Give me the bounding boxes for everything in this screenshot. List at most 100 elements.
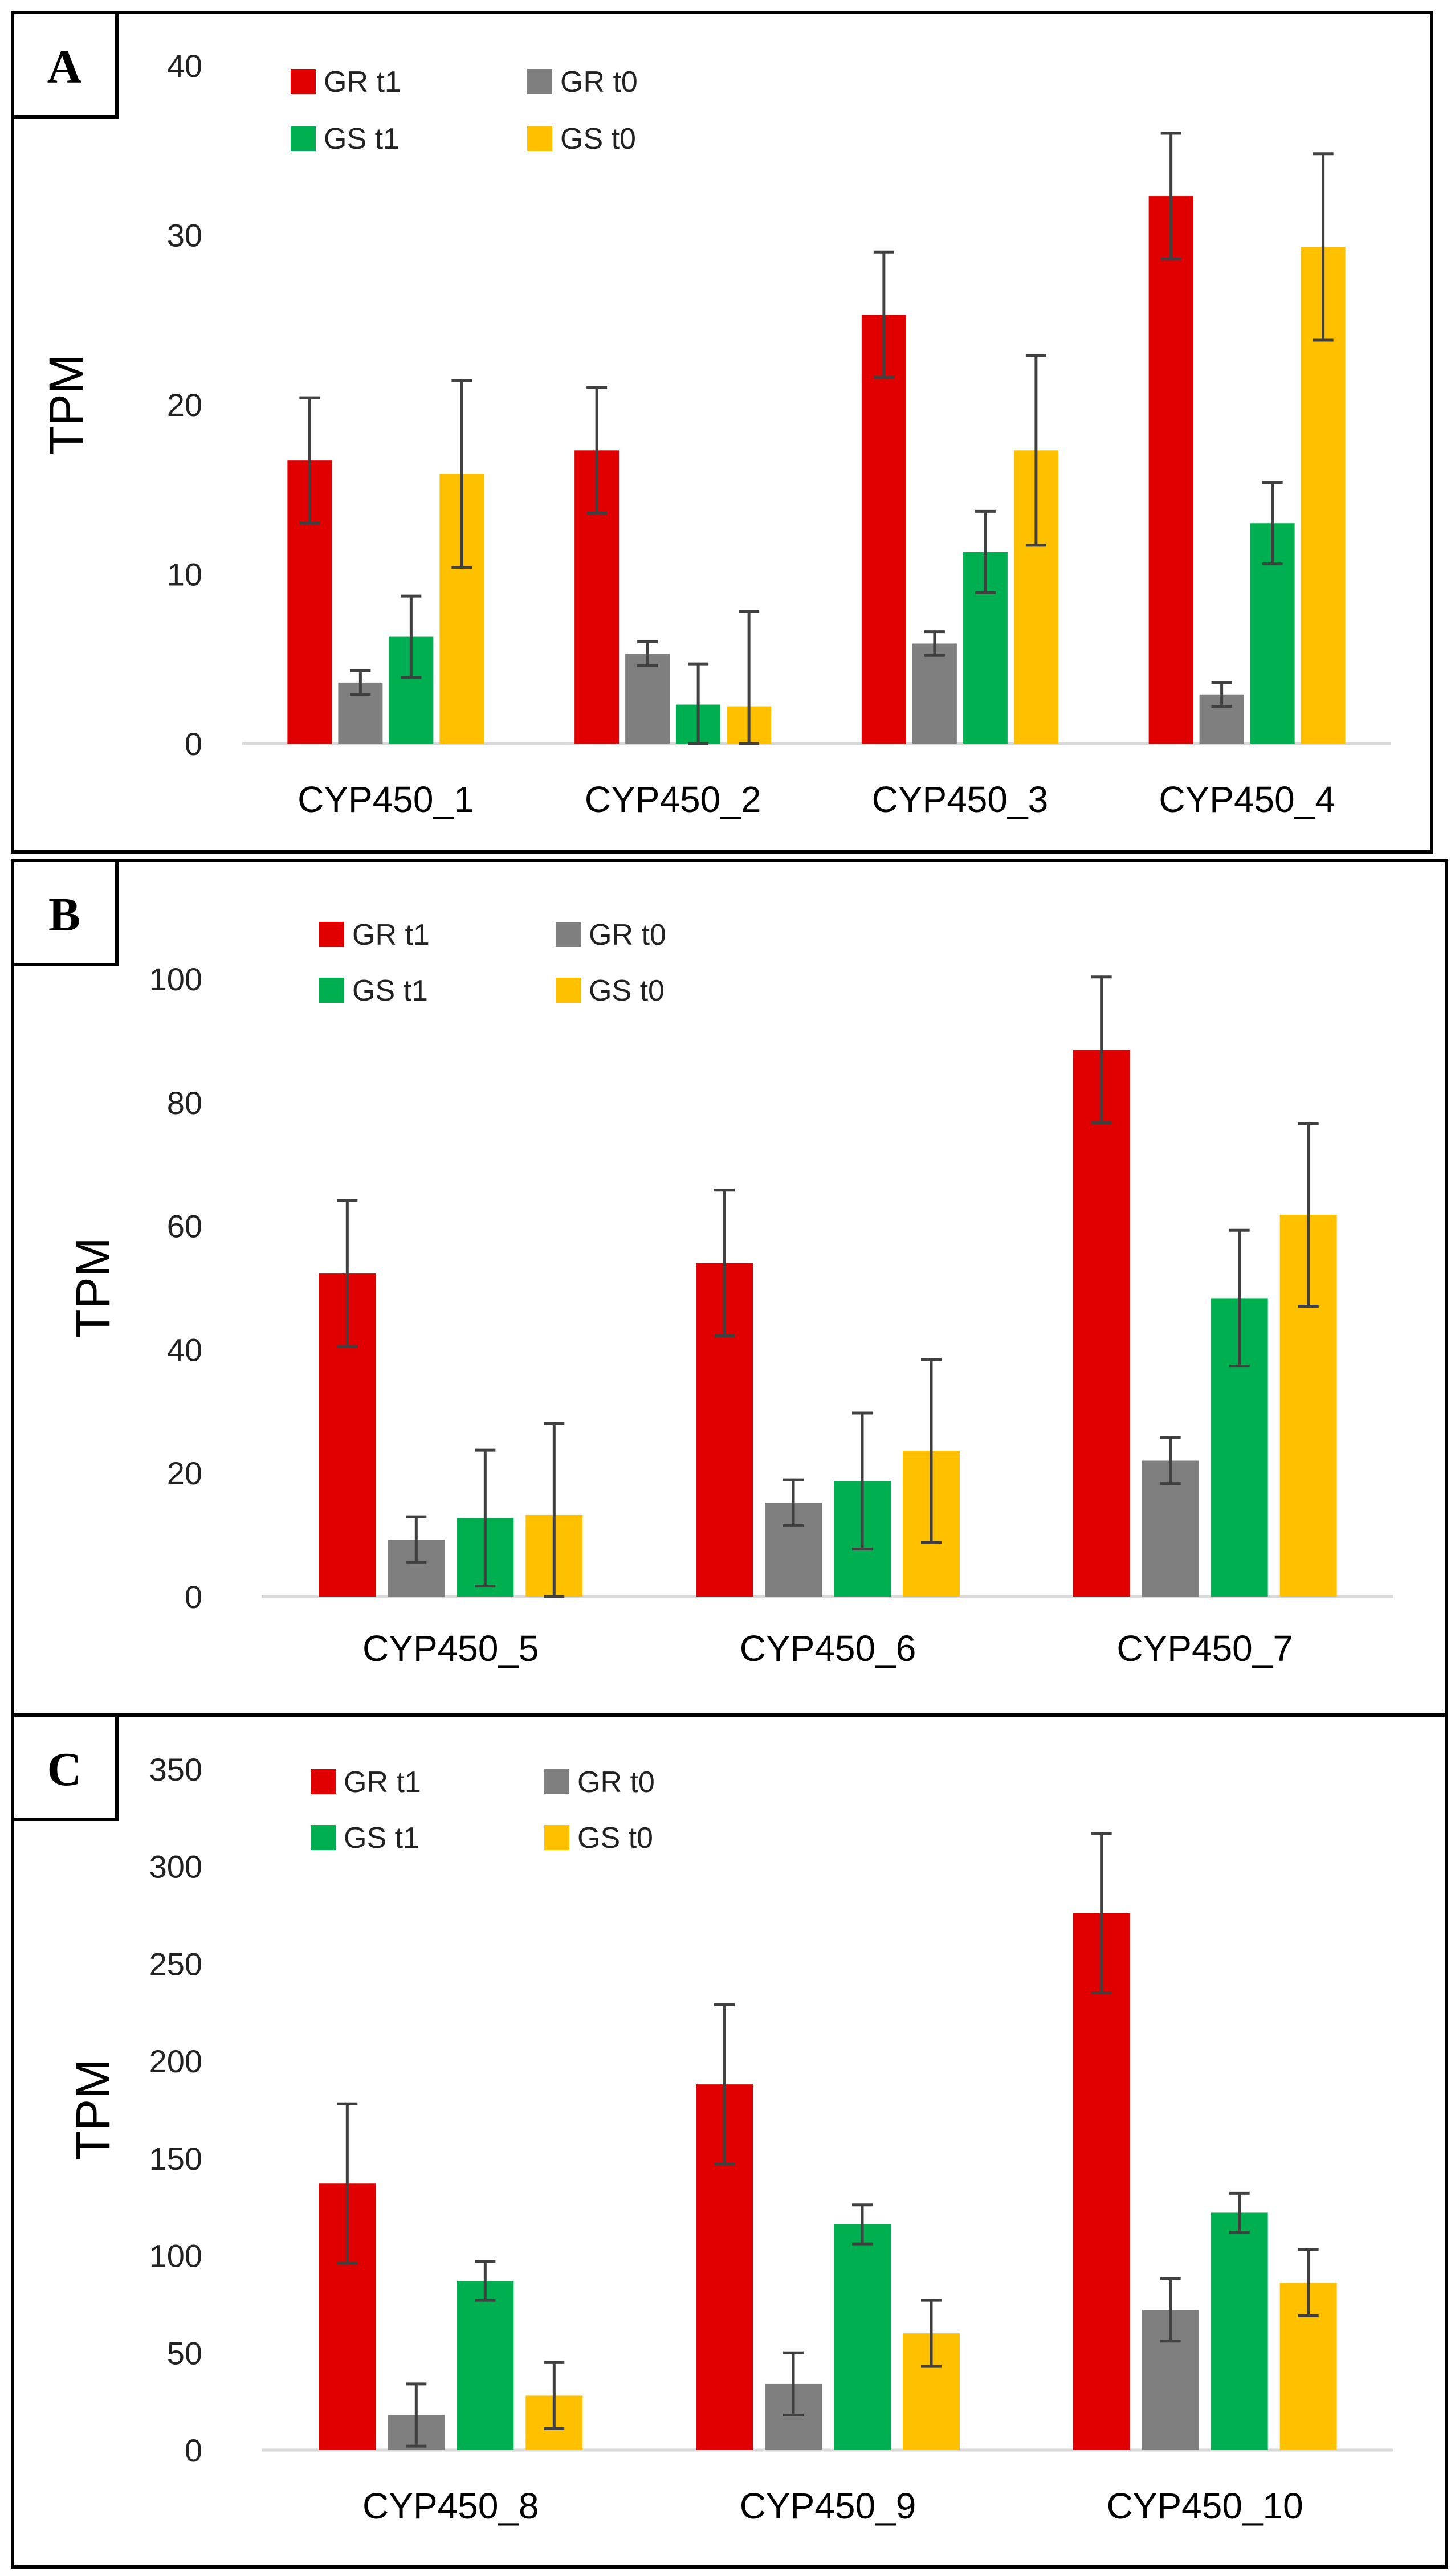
error-bar xyxy=(475,1448,496,1588)
error-bar xyxy=(739,610,760,745)
error-bar xyxy=(873,250,894,379)
error-bar xyxy=(299,396,320,525)
error-bar xyxy=(350,669,371,696)
error-bar xyxy=(852,1411,873,1551)
legend-label: GS t0 xyxy=(577,1822,653,1855)
legend-entry: GS t0 xyxy=(556,974,665,1007)
legend-label: GR t0 xyxy=(560,66,638,99)
legend-swatch xyxy=(527,126,552,151)
panel-label-box xyxy=(11,1713,119,1821)
y-tick-label: 20 xyxy=(167,1455,202,1491)
x-category-label: CYP450_10 xyxy=(1107,2485,1303,2526)
error-bar xyxy=(637,640,658,667)
bar-gs-t1-cyp450_10 xyxy=(1211,2212,1268,2450)
y-tick-label: 40 xyxy=(167,1332,202,1367)
error-bar xyxy=(544,2361,565,2430)
x-category-label: CYP450_2 xyxy=(585,779,761,820)
x-category-label: CYP450_9 xyxy=(740,2485,916,2526)
legend-label: GR t0 xyxy=(577,1766,655,1799)
legend-label: GS t0 xyxy=(589,974,665,1007)
legend-swatch xyxy=(544,1825,569,1850)
legend-entry: GS t0 xyxy=(527,123,636,156)
error-bar xyxy=(337,1199,358,1348)
legend-label: GR t0 xyxy=(589,918,666,952)
y-tick-label: 0 xyxy=(185,1579,202,1615)
error-bar xyxy=(451,379,472,569)
panel-C: C 0 50 100 150 200 250 300 350 TPM CYP450_8 CYP450_… xyxy=(11,1713,1448,2569)
error-bar xyxy=(783,2351,804,2417)
x-category-label: CYP450_3 xyxy=(872,779,1049,820)
y-tick-label: 0 xyxy=(185,2432,202,2468)
error-bar xyxy=(544,1422,565,1598)
panel-A: A 0 10 20 30 40 TPM CYP450_1 CYP450_2 CYP450_3 CYP… xyxy=(11,11,1433,854)
y-tick-label: 40 xyxy=(167,48,202,84)
legend-entry: GR t0 xyxy=(556,918,666,952)
legend-entry: GR t1 xyxy=(311,1766,421,1799)
error-bar xyxy=(924,630,945,657)
error-bar xyxy=(1298,1122,1319,1308)
legend-entry: GS t1 xyxy=(291,123,400,156)
bar-gr-t1-cyp450_7 xyxy=(1073,1050,1130,1597)
error-bar xyxy=(714,2003,735,2166)
error-bar xyxy=(475,2260,496,2302)
bar-gr-t0-cyp450_3 xyxy=(912,643,957,744)
legend-label: GR t1 xyxy=(344,1766,421,1799)
error-bar xyxy=(401,594,422,679)
legend-entry: GR t0 xyxy=(544,1766,655,1799)
legend-label: GR t1 xyxy=(352,918,430,952)
bar-gr-t1-cyp450_4 xyxy=(1148,196,1193,744)
legend-entry: GS t1 xyxy=(319,974,428,1007)
error-bar xyxy=(1091,975,1112,1125)
panel-label: C xyxy=(47,1743,82,1796)
legend-swatch xyxy=(291,126,316,151)
x-category-label: CYP450_8 xyxy=(362,2485,539,2526)
y-axis-label: TPM xyxy=(66,2059,120,2160)
error-bar xyxy=(1160,1436,1181,1485)
panel-B: B 0 20 40 60 80 100 TPM CYP450_5 CYP450_6 CYP450_7… xyxy=(11,859,1448,1717)
y-tick-label: 50 xyxy=(167,2335,202,2371)
y-tick-label: 30 xyxy=(167,218,202,254)
y-tick-label: 100 xyxy=(149,961,202,997)
y-tick-label: 20 xyxy=(167,387,202,423)
y-tick-label: 150 xyxy=(149,2141,202,2177)
legend-label: GS t0 xyxy=(560,123,636,156)
legend-swatch xyxy=(291,69,316,94)
legend-swatch xyxy=(544,1769,569,1794)
legend-label: GS t1 xyxy=(352,974,428,1007)
legend-label: GS t1 xyxy=(344,1822,419,1855)
y-tick-label: 0 xyxy=(185,726,202,762)
legend-swatch xyxy=(311,1825,336,1850)
error-bar xyxy=(1262,481,1283,566)
error-bar xyxy=(688,662,709,745)
panel-label-box xyxy=(11,859,119,966)
legend-label: GR t1 xyxy=(324,66,401,99)
panel-border xyxy=(11,11,1433,854)
legend-entry: GR t1 xyxy=(319,918,430,952)
error-bar xyxy=(1229,2191,1250,2234)
error-bar xyxy=(1091,1832,1112,1995)
error-bar xyxy=(406,2382,427,2448)
legend-entry: GR t1 xyxy=(291,66,401,99)
legend-swatch xyxy=(556,922,581,947)
error-bar xyxy=(921,2299,942,2368)
legend-entry: GS t0 xyxy=(544,1822,653,1855)
error-bar xyxy=(1160,2277,1181,2343)
x-category-label: CYP450_4 xyxy=(1159,779,1335,820)
error-bar xyxy=(1229,1228,1250,1368)
legend-swatch xyxy=(319,978,344,1003)
error-bar xyxy=(406,1515,427,1564)
panel-label-box xyxy=(11,11,119,119)
x-category-label: CYP450_7 xyxy=(1116,1628,1293,1669)
y-tick-label: 80 xyxy=(167,1085,202,1121)
bar-gr-t1-cyp450_3 xyxy=(861,315,906,744)
bar-gr-t0-cyp450_2 xyxy=(625,654,670,744)
y-tick-label: 200 xyxy=(149,2043,202,2079)
legend-swatch xyxy=(556,978,581,1003)
error-bar xyxy=(1160,132,1181,260)
error-bar xyxy=(921,1358,942,1544)
y-axis-label: TPM xyxy=(39,354,93,455)
bar-gs-t1-cyp450_8 xyxy=(457,2280,514,2450)
y-axis-label: TPM xyxy=(66,1237,120,1338)
panel-label: B xyxy=(48,888,80,941)
